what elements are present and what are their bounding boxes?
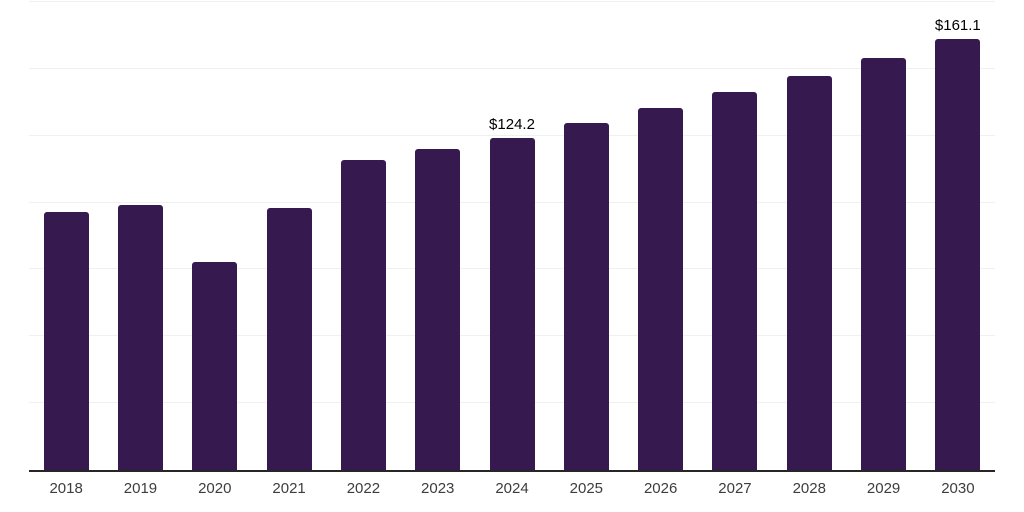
x-tick-label: 2030 — [941, 480, 975, 497]
x-tick-label: 2020 — [198, 480, 232, 497]
gridline — [29, 134, 995, 136]
bar-2019[interactable] — [117, 205, 163, 470]
x-tick-label: 2028 — [792, 480, 826, 497]
x-tick-label: 2023 — [421, 480, 455, 497]
bar-2024[interactable] — [489, 137, 535, 470]
x-tick-label: 2018 — [49, 480, 83, 497]
x-tick-label: 2029 — [866, 480, 901, 497]
bar-2026[interactable] — [638, 107, 684, 470]
bar-2018[interactable] — [43, 212, 89, 470]
gridline — [29, 1, 995, 2]
bar-2027[interactable] — [712, 92, 758, 470]
x-tick-label: 2022 — [346, 480, 381, 497]
x-tick-label: 2024 — [495, 480, 529, 497]
plot-area: $124.2 $161.1 — [29, 0, 995, 472]
bar-2030[interactable] — [935, 39, 981, 470]
bar-value-label: $124.2 — [489, 115, 535, 133]
bar-2022[interactable] — [340, 160, 386, 470]
x-tick-label: 2025 — [569, 480, 604, 497]
bar-2025[interactable] — [563, 123, 609, 470]
x-tick-label: 2019 — [123, 480, 158, 497]
bar-2021[interactable] — [266, 208, 312, 470]
bar-2020[interactable] — [192, 262, 238, 470]
bar-2023[interactable] — [415, 148, 461, 470]
bar-2029[interactable] — [861, 57, 907, 470]
x-axis-labels: 2018 2019 2020 2021 2022 2023 2024 2025 2026 2027… — [29, 480, 995, 502]
x-tick-label: 2027 — [718, 480, 752, 497]
gridline — [29, 67, 995, 69]
x-tick-label: 2021 — [272, 480, 306, 497]
bar-2028[interactable] — [786, 75, 832, 470]
bar-value-label: $161.1 — [934, 17, 981, 35]
x-tick-label: 2026 — [643, 480, 678, 497]
